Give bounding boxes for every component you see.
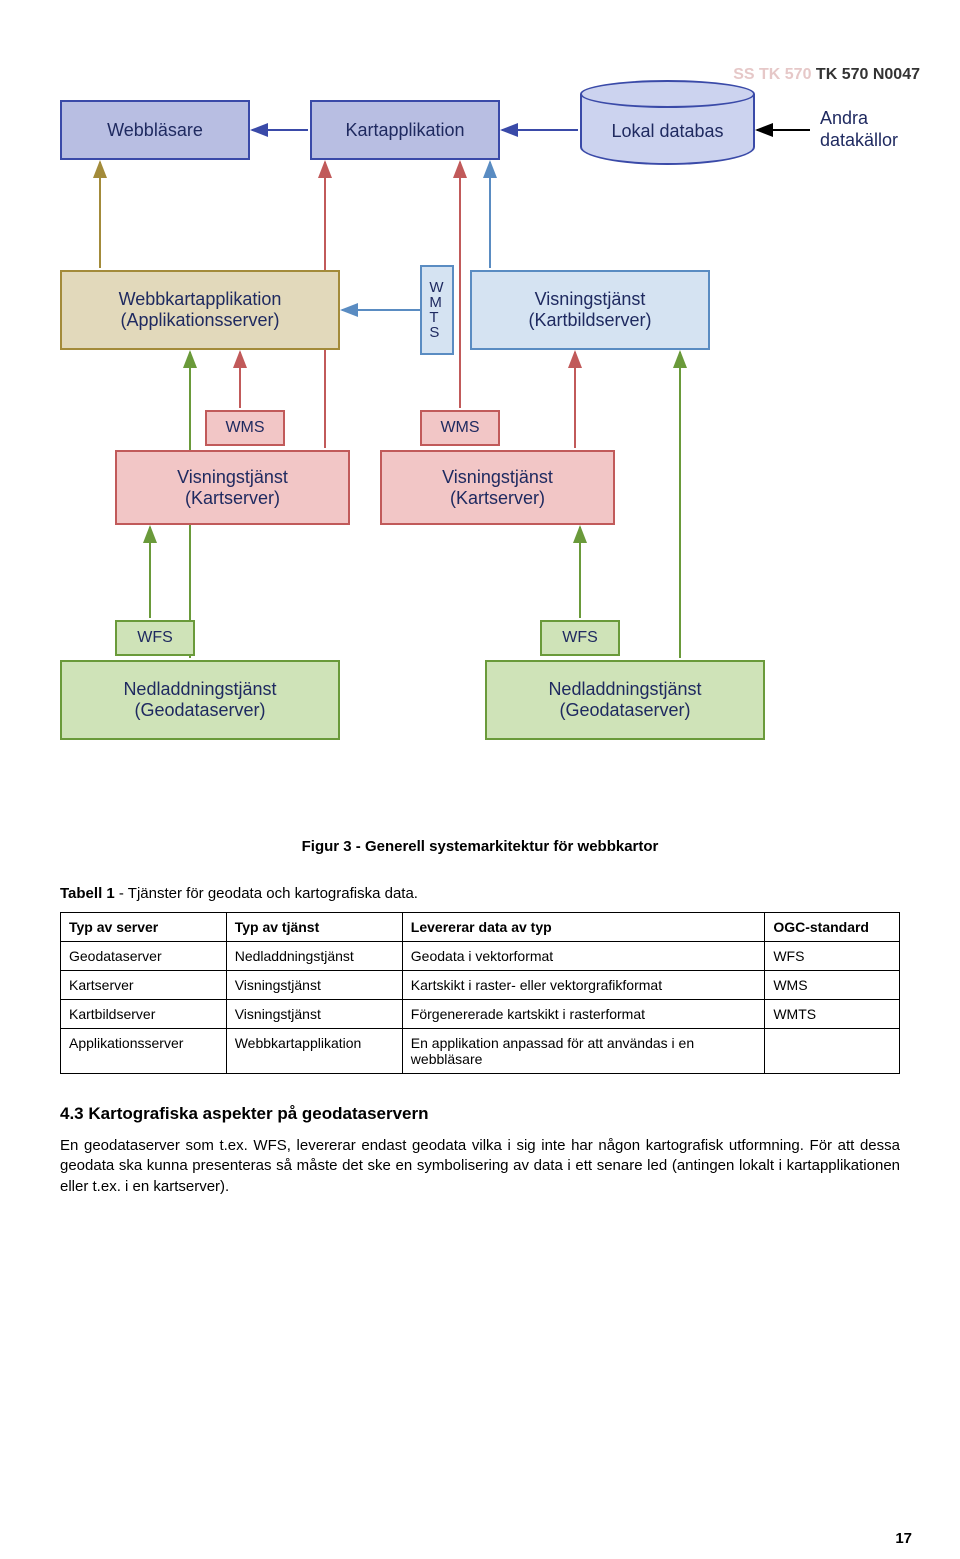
table-cell: WMS [765,971,900,1000]
table-row: GeodataserverNedladdningstjänstGeodata i… [61,942,900,971]
section-body: En geodataserver som t.ex. WFS, leverera… [60,1136,900,1197]
table-header-cell: Typ av tjänst [226,913,402,942]
node-visning_k2: Visningstjänst (Kartserver) [380,450,615,525]
table-intro-rest: - Tjänster för geodata och kartografiska… [115,885,418,902]
node-webbkartapp: Webbkartapplikation (Applikationsserver) [60,270,340,350]
table-intro-bold: Tabell 1 [60,885,115,902]
table-cell: WFS [765,942,900,971]
node-nedladd1: Nedladdningstjänst (Geodataserver) [60,660,340,740]
label-wfs2: WFS [540,620,620,656]
table-header-cell: Typ av server [61,913,227,942]
page-number: 17 [895,1530,912,1547]
table-cell: Kartbildserver [61,1000,227,1029]
table-intro: Tabell 1 - Tjänster för geodata och kart… [60,885,900,902]
table-cell: Förgenererade kartskikt i rasterformat [402,1000,765,1029]
external-sources-label: Andra datakällor [820,108,898,151]
node-lokaldb: Lokal databas [580,80,755,165]
table-cell: Kartserver [61,971,227,1000]
table-cell: Applikationsserver [61,1029,227,1074]
table-cell: Geodata i vektorformat [402,942,765,971]
table-cell: Webbkartapplikation [226,1029,402,1074]
label-wfs1: WFS [115,620,195,656]
services-table: Typ av serverTyp av tjänstLevererar data… [60,912,900,1074]
label-wms2: WMS [420,410,500,446]
node-kartapp: Kartapplikation [310,100,500,160]
node-visning_bild: Visningstjänst (Kartbildserver) [470,270,710,350]
figure-caption: Figur 3 - Generell systemarkitektur för … [0,838,960,855]
table-cell: WMTS [765,1000,900,1029]
table-cell: Visningstjänst [226,971,402,1000]
label-wms1: WMS [205,410,285,446]
node-webblasare: Webbläsare [60,100,250,160]
table-cell: Geodataserver [61,942,227,971]
table-header-cell: Levererar data av typ [402,913,765,942]
table-row: KartbildserverVisningstjänstFörgenererad… [61,1000,900,1029]
table-row: ApplikationsserverWebbkartapplikationEn … [61,1029,900,1074]
table-cell: En applikation anpassad för att användas… [402,1029,765,1074]
architecture-diagram: Andra datakällor Webbläsare Kartapplikati… [40,60,920,820]
node-nedladd2: Nedladdningstjänst (Geodataserver) [485,660,765,740]
section-heading: 4.3 Kartografiska aspekter på geodataser… [60,1104,900,1124]
table-cell: Nedladdningstjänst [226,942,402,971]
label-wmts: W M T S [420,265,454,355]
table-header-cell: OGC-standard [765,913,900,942]
table-cell [765,1029,900,1074]
table-cell: Visningstjänst [226,1000,402,1029]
table-cell: Kartskikt i raster- eller vektorgrafikfo… [402,971,765,1000]
node-visning_k1: Visningstjänst (Kartserver) [115,450,350,525]
table-row: KartserverVisningstjänstKartskikt i rast… [61,971,900,1000]
